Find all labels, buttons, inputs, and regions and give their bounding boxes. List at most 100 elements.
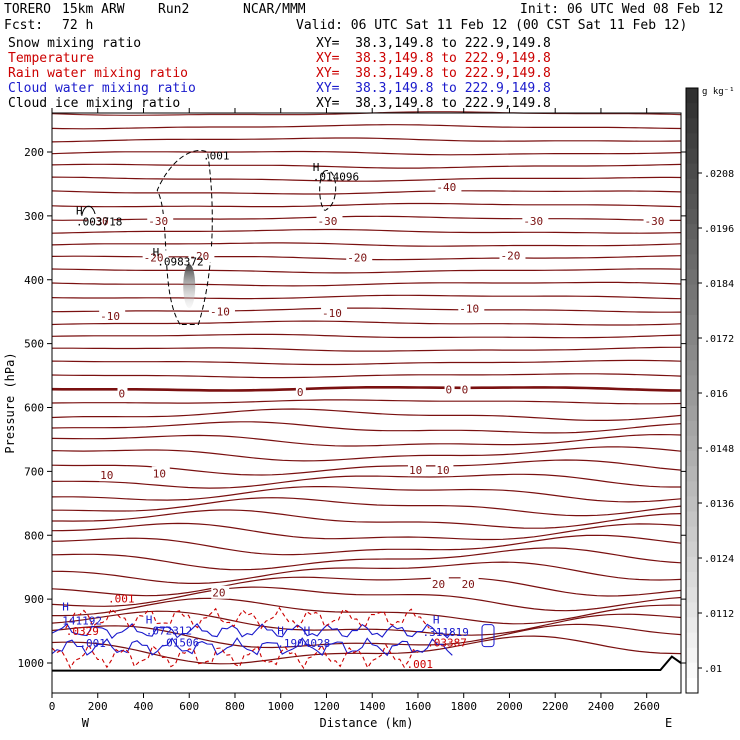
field-xy-temperature: XY= 38.3,149.8 to 222.9,149.8 <box>316 51 551 66</box>
colorbar-swatch <box>686 677 698 694</box>
field-extremum-label: H <box>304 624 311 637</box>
field-xy-cloud-water: XY= 38.3,149.8 to 222.9,149.8 <box>316 81 551 96</box>
colorbar-swatch <box>686 148 698 165</box>
isotherm-label: 20 <box>432 578 445 591</box>
y-tick-label: 1000 <box>18 657 45 670</box>
isotherm-line <box>51 576 682 597</box>
colorbar-swatch <box>686 88 698 104</box>
isotherm-label-bg <box>87 213 114 227</box>
y-tick-label: 300 <box>24 210 44 223</box>
init-time: Init: 06 UTC Wed 08 Feb 12 <box>520 2 724 17</box>
isotherm-label-bg <box>188 249 215 263</box>
colorbar-unit: g kg⁻¹ <box>702 87 735 97</box>
field-name-cloud-water: Cloud water mixing ratio <box>8 81 196 96</box>
isotherm-line <box>51 561 682 584</box>
isotherm-label: 10 <box>100 469 113 482</box>
colorbar-swatch <box>686 299 698 316</box>
isotherm-label: 0 <box>462 384 469 397</box>
field-name-snow: Snow mixing ratio <box>8 36 142 51</box>
field-xy-cloud-ice: XY= 38.3,149.8 to 222.9,149.8 <box>316 96 551 111</box>
x-tick-label: 400 <box>134 700 154 713</box>
isotherm-label-bg <box>321 305 348 319</box>
field-extremum-label: H <box>313 161 320 174</box>
colorbar-swatch <box>686 496 698 512</box>
isotherm-label-bg <box>211 585 230 599</box>
colorbar-swatch <box>686 481 698 497</box>
isotherm-line <box>51 307 682 313</box>
field-name-rain: Rain water mixing ratio <box>8 66 189 81</box>
isotherm-label-bg <box>346 250 373 264</box>
isotherm-label-bg <box>430 576 449 590</box>
field-extremum-label: .003718 <box>76 215 122 228</box>
colorbar-swatch <box>686 662 698 679</box>
isotherm-label-bg <box>117 386 128 400</box>
isotherm-label-bg <box>460 576 479 590</box>
isotherm-label: 0 <box>118 387 125 400</box>
isotherm-label: -20 <box>347 251 367 264</box>
isotherm-line <box>51 399 682 405</box>
isotherm-line <box>51 421 682 434</box>
colorbar-swatch <box>686 556 698 573</box>
isotherm-line <box>51 473 681 489</box>
x-tick-label: 2200 <box>542 700 569 713</box>
isotherm-label: 20 <box>212 587 225 600</box>
colorbar-swatch <box>686 345 698 361</box>
field-extremum-label: .0329 <box>66 625 99 638</box>
isotherm-line <box>52 509 682 529</box>
colorbar-tick-label: .016 <box>704 389 728 400</box>
fcst-label: Fcst: <box>4 18 44 33</box>
isotherm-label-bg <box>458 301 485 315</box>
field-extremum-label: 141192 <box>62 615 102 628</box>
isotherm-line <box>51 459 682 476</box>
x-tick-label: 1000 <box>267 700 294 713</box>
y-tick-label: 800 <box>24 529 44 542</box>
y-tick-label: 900 <box>24 593 44 606</box>
isotherm-line <box>51 486 682 503</box>
isotherm-label-bg <box>643 213 670 227</box>
isotherm-line <box>51 202 682 208</box>
isotherm-label-bg <box>316 213 343 227</box>
colorbar-swatch <box>686 572 698 588</box>
colorbar-swatch <box>686 330 698 346</box>
west-label: W <box>82 716 90 730</box>
isotherm-line <box>51 242 682 247</box>
isotherm-line <box>51 522 682 541</box>
field-extremum-label: .01506 <box>160 636 200 649</box>
isotherm-line <box>51 433 682 447</box>
hydrometeor-contours <box>51 150 682 672</box>
isotherm-label: -10 <box>100 310 120 323</box>
colorbar-tick-label: .0184 <box>704 279 734 290</box>
colorbar-tick-label: .0196 <box>704 224 734 235</box>
x-tick-label: 0 <box>49 700 56 713</box>
x-tick-label: 2400 <box>588 700 615 713</box>
colorbar-swatch <box>686 314 698 331</box>
y-tick-label: 700 <box>24 465 44 478</box>
isotherm-label: -30 <box>89 215 109 228</box>
colorbar-tick-label: .0208 <box>704 169 734 180</box>
colorbar-swatch <box>686 193 698 210</box>
isotherm-label: -10 <box>322 307 342 320</box>
isotherm-label: -20 <box>500 249 520 262</box>
isotherm-line <box>51 176 682 182</box>
cloud-water-contour <box>51 623 453 639</box>
y-tick-label: 200 <box>24 146 44 159</box>
plot-frame <box>51 112 682 694</box>
isotherm-line <box>51 215 681 221</box>
field-extremum-label: .001 <box>407 658 434 671</box>
isotherm-label-bg <box>295 385 306 399</box>
x-axis-label: Distance (km) <box>320 716 414 730</box>
colorbar-swatch <box>686 405 698 422</box>
colorbar-frame <box>685 87 699 694</box>
model-name: TORERO <box>4 2 51 17</box>
x-tick-label: 2000 <box>496 700 523 713</box>
isotherm-label: 0 <box>446 384 453 397</box>
colorbar-swatch <box>686 163 698 180</box>
contour-labels: -40 -30 -30 -30 -30 -30 -20 -20 -20 -20 -10 -10 -10 -… <box>62 150 670 671</box>
valid-time: Valid: 06 UTC Sat 11 Feb 12 (00 CST Sat … <box>296 18 688 33</box>
isotherm-label: -10 <box>210 306 230 319</box>
isotherm-label-bg <box>151 466 170 480</box>
isotherm-line <box>51 623 682 649</box>
x-tick-label: 2600 <box>633 700 660 713</box>
colorbar-swatch <box>686 375 698 391</box>
isotherm-label: 20 <box>462 578 475 591</box>
